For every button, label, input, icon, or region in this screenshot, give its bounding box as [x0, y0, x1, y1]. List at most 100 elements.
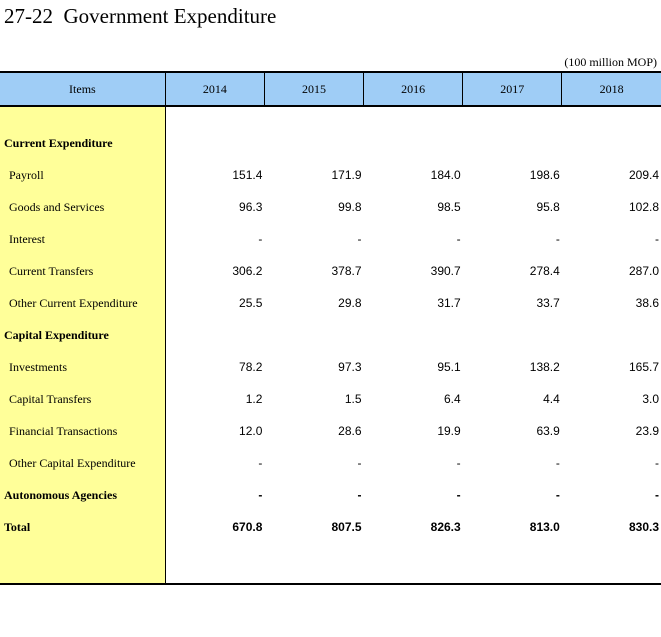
- cell-value: 171.9: [331, 168, 362, 182]
- row-label: Capital Transfers: [0, 383, 166, 415]
- row-label: Investments: [0, 351, 166, 383]
- cell-value: 830.3: [628, 520, 659, 534]
- cell-value: [463, 319, 562, 351]
- cell-value: 29.8: [338, 296, 362, 310]
- unit-label: (100 million MOP): [564, 55, 657, 69]
- cell-value: -: [258, 456, 263, 470]
- table-row: Other Capital Expenditure - - - - -: [0, 447, 661, 479]
- row-label: Current Transfers: [0, 255, 166, 287]
- table-row: Current Transfers 306.2 378.7 390.7 278.…: [0, 255, 661, 287]
- row-label: Current Expenditure: [0, 127, 166, 159]
- cell-value: 826.3: [430, 520, 461, 534]
- table-row: Capital Expenditure: [0, 319, 661, 351]
- row-label: Autonomous Agencies: [0, 479, 166, 511]
- cell-value: -: [655, 488, 659, 502]
- table-row: Capital Transfers 1.2 1.5 6.4 4.4 3.0: [0, 383, 661, 415]
- header-year: 2016: [363, 71, 464, 107]
- cell-value: 378.7: [331, 264, 362, 278]
- page-title: 27-22 Government Expenditure: [4, 4, 277, 28]
- header-year: 2014: [164, 71, 265, 107]
- cell-value: 99.8: [338, 200, 362, 214]
- row-label: Financial Transactions: [0, 415, 166, 447]
- row-label: Other Current Expenditure: [0, 287, 166, 319]
- cell-value: 33.7: [536, 296, 560, 310]
- cell-value: [562, 319, 661, 351]
- cell-value: [364, 127, 463, 159]
- cell-value: 97.3: [338, 360, 362, 374]
- cell-value: 807.5: [331, 520, 362, 534]
- cell-value: 102.8: [628, 200, 659, 214]
- cell-value: -: [555, 232, 560, 246]
- cell-value: [165, 319, 264, 351]
- header-year: 2018: [561, 71, 661, 107]
- header-row: Items 2014 2015 2016 2017 2018: [0, 71, 661, 107]
- cell-value: 3.0: [642, 392, 659, 406]
- expenditure-table: Items 2014 2015 2016 2017 2018 Current E…: [0, 71, 661, 585]
- cell-value: 28.6: [338, 424, 362, 438]
- table-row: Investments 78.2 97.3 95.1 138.2 165.7: [0, 351, 661, 383]
- cell-value: 1.5: [344, 392, 362, 406]
- cell-value: 4.4: [543, 392, 560, 406]
- table-row: Current Expenditure: [0, 127, 661, 159]
- cell-value: 151.4: [232, 168, 263, 182]
- table-row-total: Total 670.8 807.5 826.3 813.0 830.3: [0, 511, 661, 543]
- cell-value: 6.4: [443, 392, 461, 406]
- table-row: Financial Transactions 12.0 28.6 19.9 63…: [0, 415, 661, 447]
- cell-value: -: [655, 232, 659, 246]
- cell-value: 306.2: [232, 264, 263, 278]
- cell-value: -: [357, 488, 362, 502]
- cell-value: 95.8: [536, 200, 560, 214]
- cell-value: 31.7: [437, 296, 461, 310]
- cell-value: [264, 319, 363, 351]
- cell-value: [264, 127, 363, 159]
- row-label: Interest: [0, 223, 166, 255]
- cell-value: 98.5: [437, 200, 461, 214]
- cell-value: 670.8: [232, 520, 263, 534]
- table-row: Payroll 151.4 171.9 184.0 198.6 209.4: [0, 159, 661, 191]
- table-row: Interest - - - - -: [0, 223, 661, 255]
- cell-value: 813.0: [529, 520, 560, 534]
- header-year: 2017: [462, 71, 563, 107]
- cell-value: 138.2: [529, 360, 560, 374]
- table-row: Goods and Services 96.3 99.8 98.5 95.8 1…: [0, 191, 661, 223]
- cell-value: 209.4: [628, 168, 659, 182]
- header-items: Items: [0, 71, 166, 107]
- table-row: Autonomous Agencies - - - - -: [0, 479, 661, 511]
- cell-value: 95.1: [437, 360, 461, 374]
- row-label: Total: [0, 511, 166, 543]
- header-year: 2015: [263, 71, 365, 107]
- table-row: Other Current Expenditure 25.5 29.8 31.7…: [0, 287, 661, 319]
- cell-value: -: [555, 456, 560, 470]
- cell-value: 198.6: [529, 168, 560, 182]
- cell-value: -: [456, 232, 461, 246]
- spacer-row: [0, 106, 661, 127]
- cell-value: 38.6: [635, 296, 659, 310]
- cell-value: -: [258, 488, 263, 502]
- row-label: Payroll: [0, 159, 166, 191]
- cell-value: 287.0: [628, 264, 659, 278]
- cell-value: 63.9: [536, 424, 560, 438]
- cell-value: -: [655, 456, 659, 470]
- cell-value: [364, 319, 463, 351]
- cell-value: [463, 127, 562, 159]
- cell-value: 278.4: [529, 264, 560, 278]
- cell-value: [562, 127, 661, 159]
- cell-value: 96.3: [239, 200, 263, 214]
- cell-value: 12.0: [239, 424, 263, 438]
- cell-value: -: [456, 456, 461, 470]
- cell-value: 184.0: [430, 168, 461, 182]
- cell-value: [165, 127, 264, 159]
- cell-value: -: [456, 488, 461, 502]
- cell-value: -: [258, 232, 263, 246]
- cell-value: 25.5: [239, 296, 263, 310]
- cell-value: 1.2: [245, 392, 263, 406]
- cell-value: 23.9: [635, 424, 659, 438]
- cell-value: 19.9: [437, 424, 461, 438]
- row-label: Other Capital Expenditure: [0, 447, 166, 479]
- row-label: Capital Expenditure: [0, 319, 166, 351]
- cell-value: -: [555, 488, 560, 502]
- row-label: Goods and Services: [0, 191, 166, 223]
- spacer-row: [0, 543, 661, 585]
- cell-value: 78.2: [239, 360, 263, 374]
- cell-value: 165.7: [628, 360, 659, 374]
